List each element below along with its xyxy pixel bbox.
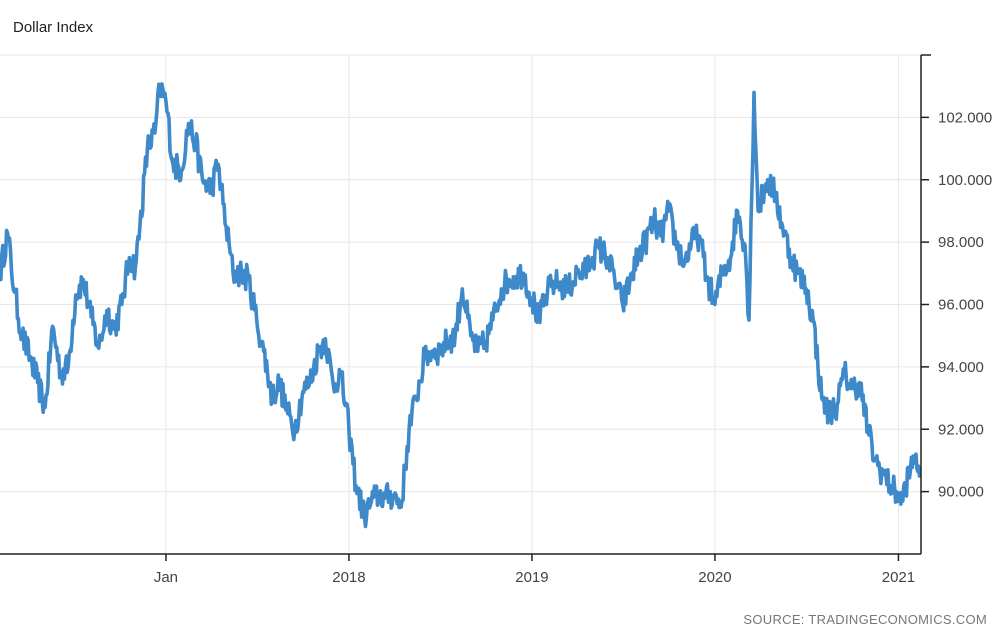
y-tick-label: 92.000 (938, 421, 984, 438)
y-tick-label: 90.000 (938, 484, 984, 501)
x-tick-label: 2021 (882, 569, 915, 586)
y-tick-label: 94.000 (938, 359, 984, 376)
chart-title: Dollar Index (13, 19, 94, 36)
plot-area (0, 82, 922, 529)
grid (0, 54, 921, 554)
x-tick-label: 2019 (515, 569, 548, 586)
y-tick-label: 98.000 (938, 234, 984, 251)
x-tick-label: Jan (154, 569, 178, 586)
y-tick-label: 102.000 (938, 109, 992, 126)
y-tick-label: 96.000 (938, 297, 984, 314)
x-tick-label: 2020 (698, 569, 731, 586)
y-tick-label: 100.000 (938, 172, 992, 189)
series-line (0, 82, 922, 529)
axes: 90.000 92.000 94.000 96.000 98.000 100.000 102… (0, 54, 992, 586)
x-tick-label: 2018 (332, 569, 365, 586)
source-label: SOURCE: TRADINGECONOMICS.COM (743, 612, 987, 627)
